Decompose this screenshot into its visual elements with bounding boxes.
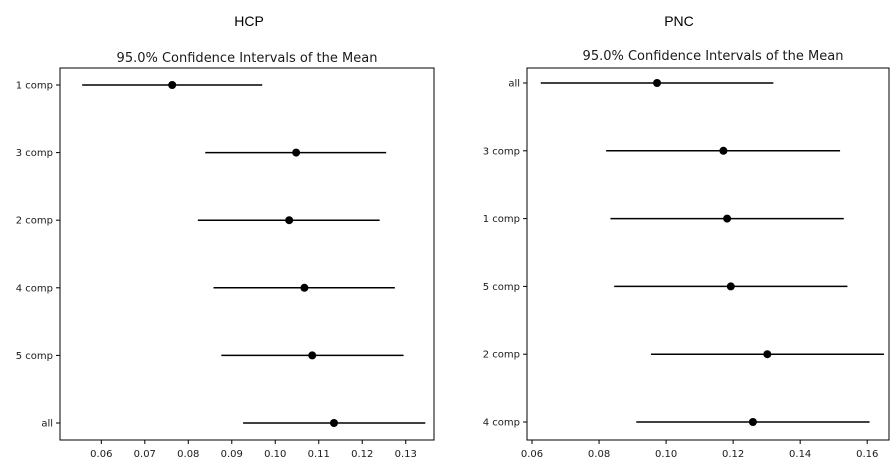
pnc-y-tick-label: 5 comp <box>483 282 520 293</box>
hcp-x-tick-label: 0.09 <box>221 449 243 459</box>
pnc-panel-title: PNC <box>664 13 694 29</box>
hcp-y-tick-label: 5 comp <box>16 351 53 362</box>
hcp-mean-point <box>300 283 309 292</box>
pnc-x-tick-label: 0.12 <box>722 449 744 459</box>
hcp-axes-frame <box>59 67 435 441</box>
hcp-x-tick-label: 0.06 <box>90 449 112 459</box>
hcp-y-tick-label: 4 comp <box>16 283 53 294</box>
hcp-y-tick-label: 2 comp <box>16 216 53 227</box>
pnc-y-tick-label: 1 comp <box>483 214 520 225</box>
pnc-axes-frame <box>526 67 890 441</box>
hcp-mean-point <box>329 419 338 427</box>
hcp-y-tick-label: 1 comp <box>16 81 53 92</box>
pnc-x-tick-label: 0.16 <box>856 449 878 459</box>
pnc-mean-point <box>719 146 728 155</box>
pnc-mean-point <box>653 79 662 87</box>
pnc-mean-point <box>763 350 772 359</box>
hcp-x-tick-label: 0.08 <box>177 449 199 459</box>
hcp-x-tick-label: 0.10 <box>264 449 286 459</box>
pnc-mean-point <box>723 214 732 223</box>
hcp-mean-point <box>168 81 177 89</box>
pnc-y-tick-label: 2 comp <box>483 350 520 361</box>
hcp-x-tick-label: 0.13 <box>395 449 417 459</box>
pnc-x-tick-label: 0.14 <box>789 449 811 459</box>
pnc-chart-title: 95.0% Confidence Intervals of the Mean <box>583 49 844 64</box>
pnc-y-tick-label: all <box>508 79 520 90</box>
hcp-x-tick-label: 0.12 <box>351 449 373 459</box>
pnc-mean-point <box>726 282 735 291</box>
pnc-x-tick-label: 0.10 <box>655 449 677 459</box>
pnc-x-tick-label: 0.06 <box>521 449 543 459</box>
hcp-plot: 95.0% Confidence Intervals of the Mean 0.… <box>16 51 435 459</box>
hcp-y-tick-label: 3 comp <box>16 148 53 159</box>
hcp-y-tick-label: all <box>41 419 53 430</box>
hcp-chart-title: 95.0% Confidence Intervals of the Mean <box>117 51 378 66</box>
pnc-plot: 95.0% Confidence Intervals of the Mean 0.… <box>483 49 890 459</box>
hcp-mean-point <box>285 216 294 225</box>
pnc-mean-point <box>748 418 757 426</box>
hcp-x-tick-label: 0.07 <box>134 449 156 459</box>
pnc-y-tick-label: 4 comp <box>483 418 520 429</box>
hcp-mean-point <box>308 351 317 360</box>
hcp-x-tick-label: 0.11 <box>308 449 330 459</box>
pnc-y-tick-label: 3 comp <box>483 146 520 157</box>
pnc-x-tick-label: 0.08 <box>588 449 610 459</box>
hcp-mean-point <box>292 148 301 157</box>
hcp-panel-title: HCP <box>234 13 264 29</box>
